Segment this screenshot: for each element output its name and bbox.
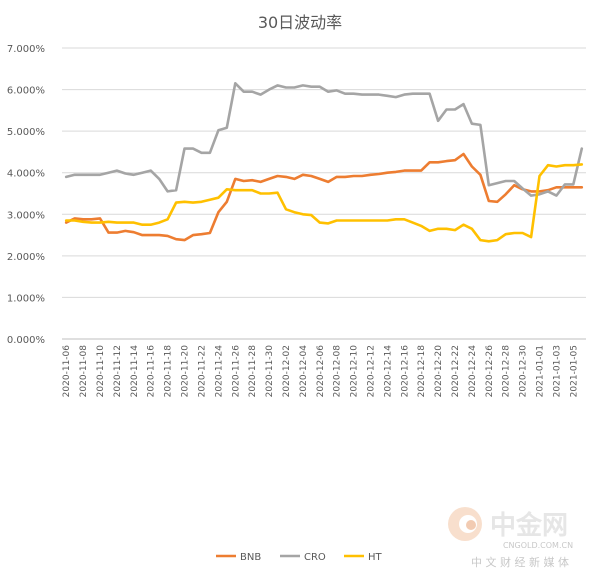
cngold-logo-icon bbox=[448, 507, 482, 541]
x-tick-label: 2021-01-05 bbox=[569, 345, 579, 397]
x-tick-label: 2020-12-08 bbox=[333, 345, 343, 398]
x-tick-label: 2020-11-14 bbox=[130, 345, 140, 398]
x-tick-label: 2020-12-26 bbox=[485, 345, 495, 398]
watermark-domain: CNGOLD.COM.CN bbox=[503, 541, 573, 550]
watermark-slogan: 中 文 财 经 新 媒 体 bbox=[471, 555, 569, 569]
x-tick-label: 2020-11-18 bbox=[164, 345, 174, 398]
x-tick-label: 2020-11-10 bbox=[96, 345, 106, 398]
y-tick-label: 1.000% bbox=[7, 293, 45, 304]
series-lines bbox=[64, 82, 584, 243]
legend: BNB CRO HT bbox=[216, 552, 383, 563]
x-tick-label: 2020-11-20 bbox=[181, 345, 191, 398]
x-tick-label: 2021-01-01 bbox=[536, 345, 546, 397]
x-tick-label: 2020-12-24 bbox=[468, 345, 478, 398]
x-tick-label: 2020-11-30 bbox=[265, 345, 275, 398]
watermark-brand: 中金网 bbox=[490, 510, 568, 541]
x-tick-label: 2020-12-20 bbox=[434, 345, 444, 398]
y-axis-tick-labels: 0.000% 1.000% 2.000% 3.000% 4.000% 5.000% 6.00… bbox=[7, 44, 45, 346]
series-line-ht bbox=[64, 163, 584, 243]
gridlines bbox=[62, 47, 586, 340]
x-tick-label: 2021-01-03 bbox=[552, 345, 562, 397]
x-tick-label: 2020-12-06 bbox=[316, 345, 326, 398]
y-tick-label: 0.000% bbox=[7, 335, 45, 346]
y-tick-label: 2.000% bbox=[7, 252, 45, 263]
x-tick-label: 2020-12-04 bbox=[299, 345, 309, 398]
legend-label-bnb: BNB bbox=[240, 552, 261, 563]
x-tick-label: 2020-12-18 bbox=[417, 345, 427, 398]
legend-label-ht: HT bbox=[368, 552, 383, 563]
x-tick-label: 2020-11-16 bbox=[147, 345, 157, 398]
x-tick-label: 2020-11-12 bbox=[113, 345, 123, 397]
x-tick-label: 2020-11-24 bbox=[214, 345, 224, 398]
y-tick-label: 5.000% bbox=[7, 127, 45, 138]
x-tick-label: 2020-11-26 bbox=[231, 345, 241, 398]
x-tick-label: 2020-12-10 bbox=[350, 345, 360, 398]
x-tick-label: 2020-12-28 bbox=[502, 345, 512, 398]
x-tick-label: 2020-12-16 bbox=[400, 345, 410, 398]
y-tick-label: 4.000% bbox=[7, 169, 45, 180]
x-tick-label: 2020-11-06 bbox=[62, 345, 72, 398]
x-tick-label: 2020-12-30 bbox=[519, 345, 529, 398]
series-line-cro bbox=[64, 82, 584, 197]
y-tick-label: 3.000% bbox=[7, 210, 45, 221]
y-tick-label: 7.000% bbox=[7, 44, 45, 55]
x-tick-label: 2020-12-02 bbox=[282, 345, 292, 397]
x-tick-label: 2020-12-12 bbox=[366, 345, 376, 397]
x-tick-label: 2020-11-08 bbox=[79, 345, 89, 398]
x-axis-tick-labels: 2020-11-06 2020-11-08 2020-11-10 2020-11-12… bbox=[62, 345, 579, 398]
y-tick-label: 6.000% bbox=[7, 86, 45, 97]
x-tick-label: 2020-11-22 bbox=[197, 345, 207, 397]
legend-label-cro: CRO bbox=[304, 552, 326, 563]
watermark: 中金网 CNGOLD.COM.CN 中 文 财 经 新 媒 体 bbox=[448, 507, 573, 569]
x-tick-label: 2020-12-14 bbox=[383, 345, 393, 398]
series-line-bnb bbox=[64, 152, 584, 242]
chart-title: 30日波动率 bbox=[258, 13, 342, 32]
x-tick-label: 2020-12-22 bbox=[451, 345, 461, 397]
x-tick-label: 2020-11-28 bbox=[248, 345, 258, 398]
